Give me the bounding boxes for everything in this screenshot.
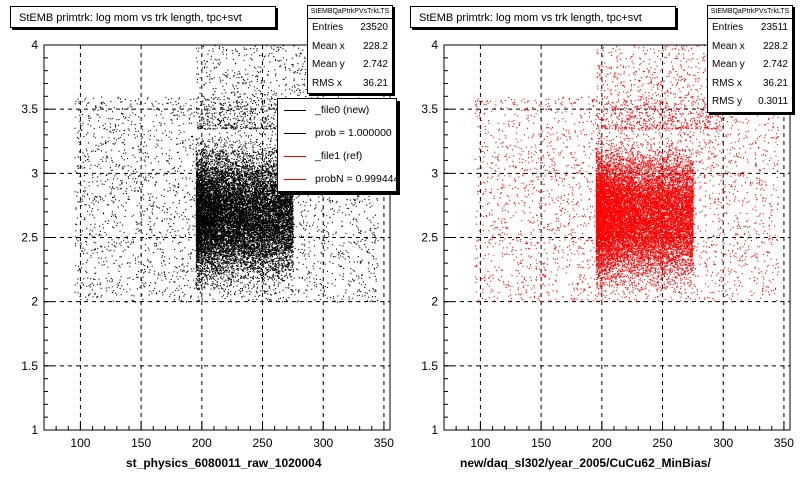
x-tick-label: 250: [253, 436, 273, 450]
x-tick-label: 100: [70, 436, 90, 450]
left-stats-row: Mean x 228.2: [308, 38, 392, 57]
left-x-axis-title: st_physics_6080011_raw_1020004: [126, 456, 322, 470]
stats-value: 228.2: [762, 40, 788, 52]
legend-box: _file0 (new) prob = 1.000000 _file1 (ref…: [277, 98, 397, 192]
x-tick-label: 300: [713, 436, 733, 450]
left-points: [74, 45, 379, 303]
stats-label: Entries: [712, 22, 744, 33]
x-tick-label: 200: [192, 436, 212, 450]
x-tick-label: 250: [653, 436, 673, 450]
stats-label: RMS y: [712, 96, 742, 107]
stats-value: 2.742: [362, 59, 388, 70]
scatter-points: [474, 45, 779, 303]
x-tick-label: 200: [592, 436, 612, 450]
left-stats-row: Entries 23520: [308, 19, 392, 38]
y-tick-label: 3.5: [21, 102, 38, 116]
y-tick-label: 2: [31, 295, 38, 309]
x-tick-label: 150: [131, 436, 151, 450]
right-scatter-plot: 100 150 200 250 300 350 1 1.5 2 2.5 3 3.5 4: [421, 38, 794, 450]
y-tick-label: 3.5: [421, 102, 438, 116]
stats-label: Mean x: [712, 40, 745, 52]
left-stats-row: Mean y 2.742: [308, 56, 392, 75]
stats-value: 0.3011: [758, 96, 788, 107]
right-stats-box: StEMBQaPtrkPVsTrkLTS Entries 23511 Mean …: [707, 5, 793, 113]
left-stats-box: StEMBQaPtrkPVsTrkLTS Entries 23520 Mean …: [307, 5, 393, 94]
y-tick-label: 2.5: [21, 231, 38, 245]
stats-value: 36.21: [762, 77, 788, 89]
x-tick-label: 300: [313, 436, 333, 450]
stats-label: Mean y: [312, 59, 345, 70]
legend-entry: _file1 (ref): [278, 145, 396, 168]
right-stats-row: Entries 23511: [708, 19, 792, 38]
right-plot-panel: 100 150 200 250 300 350 1 1.5 2 2.5 3 3.5 4 StEMB pr…: [400, 0, 800, 480]
y-tick-label: 4: [31, 38, 38, 52]
right-stats-row: RMS x 36.21: [708, 75, 792, 94]
x-tick-label: 350: [774, 436, 794, 450]
left-plot-panel: 100 150 200 250 300 350 1 1.5 2 2.5 3 3.5 4 StEMB pr…: [10, 5, 397, 470]
stats-value: 23511: [760, 22, 788, 33]
y-tick-label: 3: [431, 166, 438, 180]
left-stats-header: StEMBQaPtrkPVsTrkLTS: [308, 6, 392, 19]
right-plot-title: StEMB primtrk: log mom vs trk length, tp…: [410, 6, 676, 28]
stats-label: Mean y: [712, 59, 745, 70]
stats-value: 23520: [360, 22, 388, 33]
stats-value: 36.21: [362, 77, 388, 89]
y-tick-label: 2.5: [421, 231, 438, 245]
y-tick-label: 1.5: [421, 359, 438, 373]
left-axes: 100 150 200 250 300 350 1 1.5 2 2.5 3 3.5 4: [21, 38, 394, 450]
right-stats-row: Mean y 2.742: [708, 56, 792, 75]
legend-entry: _file0 (new): [278, 99, 396, 122]
y-tick-label: 1: [31, 423, 38, 437]
legend-label: _file1 (ref): [315, 150, 363, 162]
stats-label: Mean x: [312, 40, 345, 52]
y-tick-label: 1.5: [21, 359, 38, 373]
legend-line: [284, 110, 306, 111]
legend-entry: prob = 1.000000: [278, 122, 396, 145]
left-plot-title: StEMB primtrk: log mom vs trk length, tp…: [10, 6, 276, 28]
right-points: [474, 45, 779, 303]
legend-label: _file0 (new): [315, 104, 370, 116]
stats-label: RMS x: [312, 77, 342, 89]
scatter-points: [74, 45, 379, 303]
legend-line: [284, 179, 306, 180]
y-tick-label: 2: [431, 295, 438, 309]
legend-line: [284, 156, 306, 157]
x-tick-label: 150: [531, 436, 551, 450]
x-tick-label: 100: [470, 436, 490, 450]
right-axes: 100 150 200 250 300 350 1 1.5 2 2.5 3 3.5 4: [421, 38, 794, 450]
legend-label: probN = 0.999444: [315, 173, 397, 185]
right-stats-row: Mean x 228.2: [708, 38, 792, 57]
y-tick-label: 4: [431, 38, 438, 52]
legend-entry: probN = 0.999444: [278, 168, 396, 191]
legend-line: [284, 133, 306, 134]
right-x-axis-title: new/daq_sl302/year_2005/CuCu62_MinBias/: [460, 456, 711, 470]
legend-label: prob = 1.000000: [315, 127, 392, 139]
y-tick-label: 1: [431, 423, 438, 437]
stats-label: RMS x: [712, 77, 742, 89]
right-stats-header: StEMBQaPtrkPVsTrkLTS: [708, 6, 792, 19]
stats-label: Entries: [312, 22, 344, 33]
right-stats-row: RMS y 0.3011: [708, 93, 792, 112]
y-tick-label: 3: [31, 166, 38, 180]
stats-value: 2.742: [762, 59, 788, 70]
stats-value: 228.2: [362, 40, 388, 52]
left-stats-row: RMS x 36.21: [308, 75, 392, 94]
x-tick-label: 350: [374, 436, 394, 450]
